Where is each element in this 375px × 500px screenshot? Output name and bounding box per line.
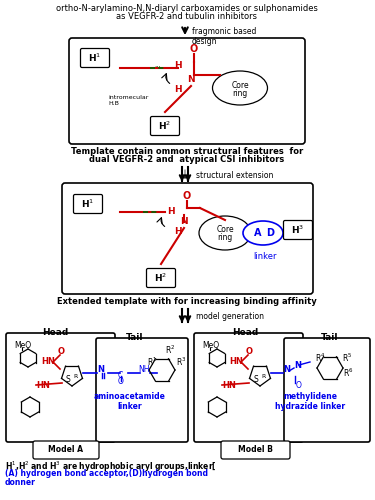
Text: Template contain ommon structural features  for: Template contain ommon structural featur…: [71, 147, 303, 156]
FancyBboxPatch shape: [69, 38, 305, 144]
Text: O: O: [296, 380, 302, 390]
Text: R: R: [262, 374, 266, 378]
Text: Tail: Tail: [321, 333, 339, 342]
Text: MeO: MeO: [14, 341, 31, 350]
Text: Model A: Model A: [48, 446, 84, 454]
Text: ring: ring: [232, 88, 248, 98]
Text: (A) hydrogen bond acceptor,(D)hydrogen bond: (A) hydrogen bond acceptor,(D)hydrogen b…: [5, 469, 208, 478]
Text: Model B: Model B: [238, 446, 272, 454]
Text: N: N: [97, 366, 104, 374]
Text: R: R: [73, 374, 77, 378]
Text: HN: HN: [222, 380, 236, 390]
Ellipse shape: [199, 216, 251, 250]
Text: structural extension: structural extension: [196, 171, 273, 180]
Text: intromecular
H.B: intromecular H.B: [108, 95, 148, 106]
FancyBboxPatch shape: [6, 333, 115, 442]
Ellipse shape: [243, 221, 283, 245]
Text: NH: NH: [138, 366, 150, 374]
Text: Extended template with for increasing binding affinity: Extended template with for increasing bi…: [57, 297, 317, 306]
Text: Head: Head: [232, 328, 258, 337]
Text: O: O: [57, 348, 64, 356]
Text: MeO: MeO: [202, 341, 219, 350]
Text: S: S: [66, 376, 70, 384]
Text: HN: HN: [36, 380, 50, 390]
Text: Head: Head: [42, 328, 68, 337]
Text: HN: HN: [229, 358, 243, 366]
Text: H$^1$: H$^1$: [81, 198, 94, 210]
Text: N: N: [180, 218, 188, 226]
FancyBboxPatch shape: [33, 441, 99, 459]
Text: R$^4$: R$^4$: [315, 352, 326, 364]
Text: R$^2$: R$^2$: [165, 344, 175, 356]
Text: H$^3$: H$^3$: [291, 224, 304, 236]
Text: C: C: [118, 370, 123, 380]
Text: R$^5$: R$^5$: [342, 352, 352, 364]
Ellipse shape: [213, 71, 267, 105]
Text: S: S: [254, 376, 258, 384]
Text: A: A: [254, 228, 262, 238]
Text: H$^1$,H$^2$ and H$^3$ are hydrophobic aryl groups,linker[: H$^1$,H$^2$ and H$^3$ are hydrophobic ar…: [5, 460, 217, 474]
FancyBboxPatch shape: [284, 220, 312, 240]
Text: ...: ...: [154, 62, 161, 68]
Text: O: O: [183, 191, 191, 201]
Text: H$^2$: H$^2$: [154, 272, 168, 284]
Text: Core: Core: [216, 226, 234, 234]
Text: R$^6$: R$^6$: [343, 367, 354, 379]
Text: H: H: [174, 228, 182, 236]
FancyBboxPatch shape: [150, 116, 180, 136]
Text: H: H: [174, 60, 182, 70]
Text: N: N: [294, 360, 301, 370]
FancyBboxPatch shape: [62, 183, 313, 294]
Text: N: N: [283, 366, 290, 374]
Text: as VEGFR-2 and tubulin inhibitors: as VEGFR-2 and tubulin inhibitors: [117, 12, 258, 21]
FancyBboxPatch shape: [284, 338, 370, 442]
Text: HN: HN: [41, 358, 55, 366]
FancyBboxPatch shape: [147, 268, 176, 287]
Text: dual VEGFR-2 and  atypical CSI inhibitors: dual VEGFR-2 and atypical CSI inhibitors: [89, 155, 285, 164]
FancyBboxPatch shape: [221, 441, 290, 459]
Text: R$^3$: R$^3$: [176, 356, 186, 368]
Text: R$^1$: R$^1$: [147, 356, 157, 368]
Text: O: O: [118, 378, 124, 386]
Text: ring: ring: [217, 234, 232, 242]
FancyBboxPatch shape: [74, 194, 102, 214]
Text: Core: Core: [231, 80, 249, 90]
Text: donner: donner: [5, 478, 36, 487]
Text: O: O: [190, 44, 198, 54]
Text: methylidene
hydrazide linker: methylidene hydrazide linker: [275, 392, 345, 411]
Text: H$^1$: H$^1$: [88, 52, 102, 64]
FancyBboxPatch shape: [96, 338, 188, 442]
FancyBboxPatch shape: [81, 48, 110, 68]
Text: H$^2$: H$^2$: [159, 120, 171, 132]
Text: H: H: [174, 84, 182, 94]
Text: O: O: [246, 348, 252, 356]
Text: Tail: Tail: [126, 333, 144, 342]
Text: aminoacetamide
linker: aminoacetamide linker: [94, 392, 166, 411]
Text: linker: linker: [253, 252, 277, 261]
Text: N: N: [187, 76, 195, 84]
Text: D: D: [266, 228, 274, 238]
Text: H: H: [167, 208, 175, 216]
Text: fragmonic based
design: fragmonic based design: [192, 27, 256, 46]
Text: model generation: model generation: [196, 312, 264, 321]
FancyBboxPatch shape: [194, 333, 303, 442]
Text: ortho-N-arylamino-N,N-diaryl carboxamides or sulphonamides: ortho-N-arylamino-N,N-diaryl carboxamide…: [56, 4, 318, 13]
